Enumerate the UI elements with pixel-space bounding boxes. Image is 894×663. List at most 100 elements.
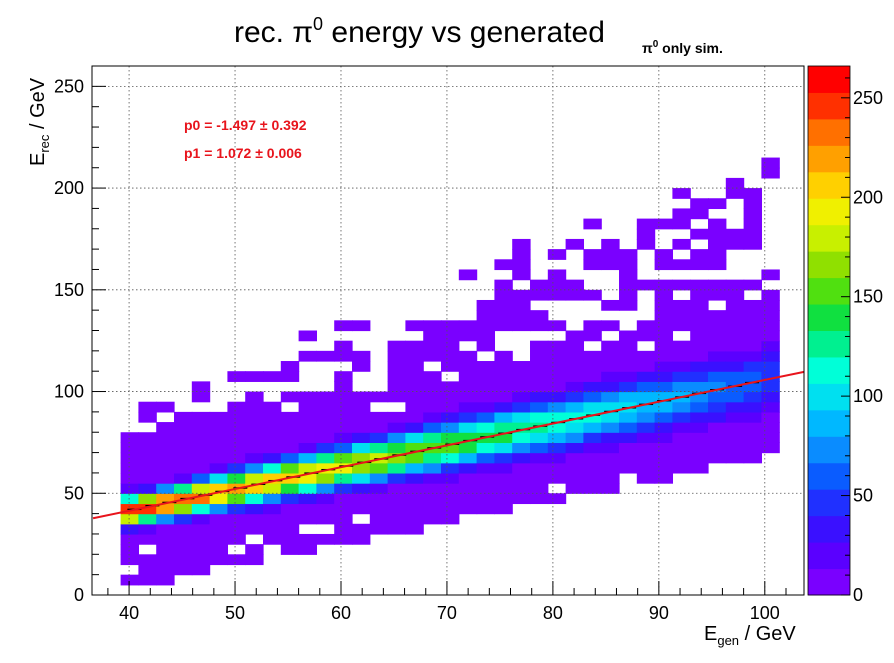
heatmap-cell [654, 350, 674, 362]
colorbar-tick-label: 250 [853, 88, 883, 108]
heatmap-cell [512, 411, 531, 423]
heatmap-cell [690, 330, 709, 342]
heatmap-cell [245, 544, 264, 555]
heatmap-cell [458, 371, 478, 382]
colorbar-segment [808, 409, 850, 437]
heatmap-cell [423, 462, 442, 474]
heatmap-cell [619, 391, 638, 403]
heatmap-cell [352, 432, 371, 444]
heatmap-cell [405, 361, 424, 372]
heatmap-cell [423, 340, 442, 352]
heatmap-cell [191, 493, 211, 505]
heatmap-cell [174, 432, 193, 444]
heatmap-cell [245, 401, 264, 413]
heatmap-cell [120, 483, 140, 494]
heatmap-cell [725, 371, 745, 382]
heatmap-cell [761, 371, 780, 382]
heatmap-cell [547, 320, 567, 332]
heatmap-cell [512, 401, 531, 413]
heatmap-cell [601, 401, 620, 413]
heatmap-cell [138, 513, 157, 525]
fit-param-p1: p1 = 1.072 ± 0.006 [184, 145, 302, 161]
heatmap-cell [690, 411, 709, 423]
heatmap-cell [512, 238, 531, 250]
heatmap-cell [743, 381, 763, 393]
heatmap-cell [476, 299, 496, 311]
heatmap-cell [441, 452, 460, 464]
heatmap-cell [761, 391, 780, 403]
heatmap-cell [352, 442, 371, 454]
heatmap-cell [387, 523, 407, 535]
heatmap-cell [298, 544, 318, 555]
heatmap-cell [476, 483, 496, 494]
heatmap-cell [565, 472, 585, 484]
heatmap-cell [690, 299, 709, 311]
heatmap-cell [636, 472, 656, 484]
heatmap-cell [761, 320, 780, 332]
y-axis: 0 50 100 150 200 250 [54, 65, 106, 605]
heatmap-cell [280, 503, 300, 515]
heatmap-cell [672, 381, 691, 393]
heatmap-cell [334, 401, 353, 413]
heatmap-cell [405, 401, 424, 413]
heatmap-cell [512, 432, 531, 444]
heatmap-cell [583, 452, 602, 464]
heatmap-cell [245, 483, 264, 494]
heatmap-cell [725, 279, 745, 291]
heatmap-cell [334, 320, 353, 332]
heatmap-cell [761, 442, 780, 454]
heatmap-cell [441, 432, 460, 444]
heatmap-cell [690, 361, 709, 372]
heatmap-cell [245, 554, 264, 566]
heatmap-cell [690, 391, 709, 403]
heatmap-cell [174, 554, 193, 566]
heatmap-cell [405, 483, 424, 494]
heatmap-cell [743, 452, 763, 464]
heatmap-cell [156, 503, 175, 515]
heatmap-cell [672, 238, 691, 250]
heatmap-cell [369, 432, 389, 444]
heatmap-cell [619, 462, 638, 474]
heatmap-cell [494, 503, 513, 515]
heatmap-cell [547, 361, 567, 372]
heatmap-cell [636, 422, 656, 433]
heatmap-cell [601, 442, 620, 454]
heatmap-cell [530, 493, 549, 505]
heatmap-cell [209, 503, 229, 515]
heatmap-cell [156, 513, 175, 525]
heatmap-cell [690, 371, 709, 382]
heatmap-cell [636, 452, 656, 464]
heatmap-cell [120, 574, 140, 586]
heatmap-cell [690, 208, 709, 220]
heatmap-cell [369, 472, 389, 484]
heatmap-cell [583, 483, 602, 494]
heatmap-cell [245, 472, 264, 484]
heatmap-cell [458, 350, 478, 362]
colorbar-segment [808, 436, 850, 464]
heatmap-cell [263, 371, 282, 382]
heatmap-cell [725, 299, 745, 311]
heatmap-cell [334, 493, 353, 505]
heatmap-cell [423, 483, 442, 494]
heatmap-cell [494, 279, 513, 291]
heatmap-cell [120, 523, 140, 535]
heatmap-cell [547, 340, 567, 352]
heatmap-cell [227, 442, 246, 454]
heatmap-cell [120, 442, 140, 454]
heatmap-cell [601, 422, 620, 433]
heatmap-cell [245, 371, 264, 382]
heatmap-cell [458, 483, 478, 494]
heatmap-cell [743, 371, 763, 382]
heatmap-cell [583, 361, 602, 372]
heatmap-cell [725, 188, 745, 199]
heatmap-cell [583, 432, 602, 444]
fit-line [92, 370, 805, 520]
heatmap-cell [387, 340, 407, 352]
heatmap-cell [565, 432, 585, 444]
heatmap-cell [512, 462, 531, 474]
heatmap-cell [708, 361, 727, 372]
heatmap-cell [209, 533, 229, 545]
heatmap-cell [583, 442, 602, 454]
heatmap-cell [725, 177, 745, 189]
heatmap-cell [138, 401, 157, 413]
